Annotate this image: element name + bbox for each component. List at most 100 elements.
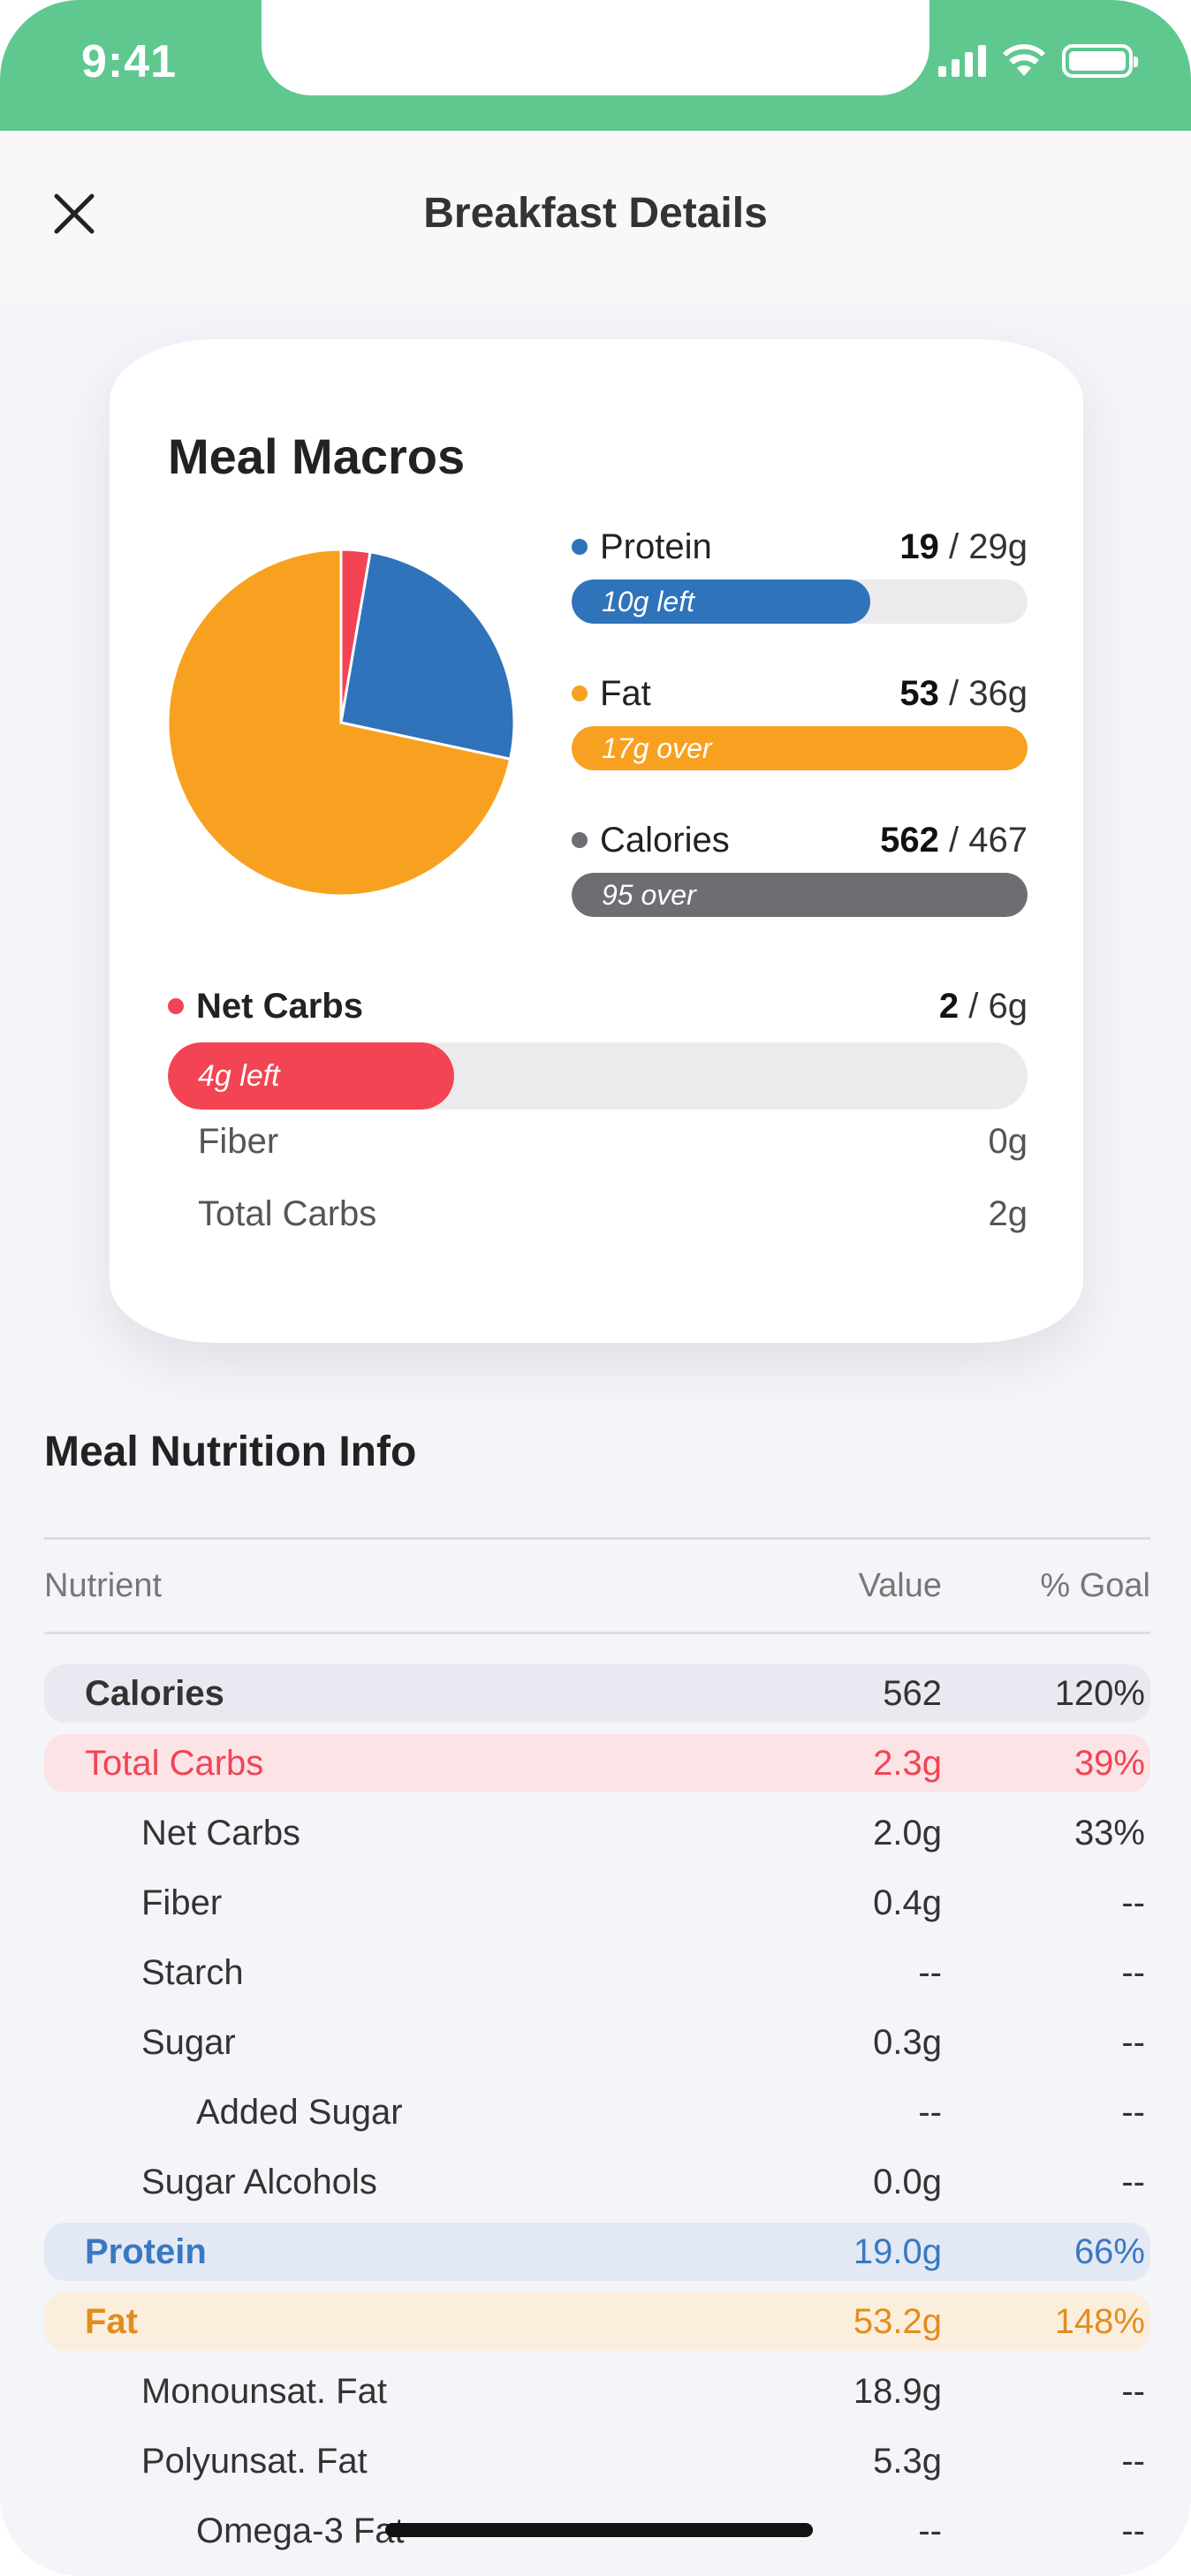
fat-bar: 17g over [572, 726, 1028, 770]
protein-bar-fill [572, 580, 870, 624]
table-row[interactable]: Calories 562 120% [44, 1664, 1150, 1723]
nutrient-name: Fat [85, 2301, 138, 2341]
nutrient-name: Protein [85, 2231, 207, 2271]
nutrient-name: Fiber [141, 1883, 223, 1922]
calories-dot [572, 832, 588, 848]
table-row[interactable]: Fat 53.2g 148% [44, 2292, 1150, 2351]
nutrition-section-title: Meal Nutrition Info [44, 1428, 417, 1475]
protein-label: Protein [600, 527, 712, 566]
notch [262, 0, 929, 95]
nutrient-name: Calories [85, 1673, 224, 1713]
header-value: Value [858, 1566, 942, 1604]
nutrient-value: 5.3g [873, 2441, 942, 2481]
wifi-icon [1003, 44, 1045, 76]
macro-row-net-carbs: Net Carbs 2 / 6g 4g left [168, 984, 1028, 1110]
nutrient-value: 0.0g [873, 2162, 942, 2201]
nutrient-name: Total Carbs [85, 1743, 264, 1783]
page-title: Breakfast Details [423, 190, 768, 237]
nutrient-value: 0.4g [873, 1883, 942, 1922]
macro-row-calories: Calories 562 / 467 95 over [572, 818, 1028, 917]
fat-value: 53 / 36g [899, 673, 1028, 713]
table-row[interactable]: Sugar Alcohols 0.0g -- [44, 2153, 1150, 2211]
table-row[interactable]: Net Carbs 2.0g 33% [44, 1804, 1150, 1862]
nutrient-name: Monounsat. Fat [141, 2371, 387, 2411]
header-nutrient: Nutrient [44, 1566, 163, 1604]
total-carbs-value: 2g [988, 1194, 1028, 1233]
nutrient-goal-pct: 66% [1073, 2231, 1145, 2271]
nutrient-goal-pct: 33% [1073, 1813, 1145, 1852]
nutrient-goal-pct: -- [1121, 2441, 1145, 2481]
fat-bar-text: 17g over [602, 732, 712, 764]
table-row[interactable]: Starch -- -- [44, 1943, 1150, 2002]
status-time: 9:41 [81, 36, 178, 87]
table-row[interactable]: Monounsat. Fat 18.9g -- [44, 2362, 1150, 2421]
net-carbs-bar: 4g left [168, 1042, 1028, 1110]
protein-bar: 10g left [572, 580, 1028, 624]
close-icon [54, 193, 95, 234]
table-header-divider [44, 1632, 1150, 1634]
fat-dot [572, 686, 588, 701]
protein-value: 19 / 29g [899, 527, 1028, 566]
home-indicator[interactable] [385, 2523, 813, 2537]
nutrient-goal-pct: -- [1121, 1952, 1145, 1992]
nutrient-value: 19.0g [853, 2231, 942, 2271]
status-icons [938, 44, 1138, 78]
table-top-divider [44, 1537, 1150, 1540]
fat-name: Fat [572, 674, 651, 714]
meal-macros-card: Meal Macros Protein 19 / 29g 10g left Fa… [110, 339, 1083, 1343]
nutrient-name: Starch [141, 1952, 244, 1992]
pie-slice-protein [339, 550, 516, 761]
fiber-value: 0g [988, 1122, 1028, 1161]
table-row[interactable]: Protein 19.0g 66% [44, 2223, 1150, 2281]
net-carbs-bar-text: 4g left [198, 1059, 280, 1093]
net-carbs-bar-fill [168, 1042, 454, 1110]
nutrient-goal-pct: 148% [1054, 2301, 1145, 2341]
nutrient-goal-pct: -- [1121, 2371, 1145, 2411]
table-header: Nutrient Value % Goal [44, 1540, 1150, 1632]
nutrient-name: Sugar [141, 2022, 236, 2062]
nutrient-value: 2.0g [873, 1813, 942, 1852]
calories-value: 562 / 467 [880, 820, 1028, 860]
battery-icon [1062, 44, 1138, 78]
table-row[interactable]: Sugar 0.3g -- [44, 2013, 1150, 2072]
table-row[interactable]: Added Sugar -- -- [44, 2083, 1150, 2141]
nutrient-goal-pct: -- [1121, 2511, 1145, 2550]
table-row[interactable]: Total Carbs 2.3g 39% [44, 1734, 1150, 1792]
net-carbs-name: Net Carbs [168, 987, 363, 1027]
protein-bar-text: 10g left [602, 586, 694, 617]
calories-name: Calories [572, 821, 730, 860]
status-bar: 9:41 [0, 0, 1191, 131]
calories-bar-text: 95 over [602, 879, 696, 911]
nutrient-value: 0.3g [873, 2022, 942, 2062]
nutrient-name: Omega-3 Fat [196, 2511, 405, 2550]
nutrient-goal-pct: -- [1121, 1883, 1145, 1922]
fat-bar-fill [572, 726, 1028, 770]
fiber-row: Fiber 0g [198, 1122, 1028, 1162]
nutrition-rows: Calories 562 120% Total Carbs 2.3g 39% N… [44, 1664, 1150, 2560]
total-carbs-row: Total Carbs 2g [198, 1194, 1028, 1234]
nutrient-name: Polyunsat. Fat [141, 2441, 368, 2481]
table-row[interactable]: Omega-3 Fat -- -- [44, 2502, 1150, 2560]
nutrient-value: 2.3g [873, 1743, 942, 1783]
header-goal: % Goal [1040, 1566, 1150, 1604]
protein-name: Protein [572, 527, 712, 567]
net-carbs-value: 2 / 6g [938, 986, 1028, 1026]
nutrient-goal-pct: 120% [1054, 1673, 1145, 1713]
fat-label: Fat [600, 673, 651, 713]
header: Breakfast Details [0, 131, 1191, 304]
table-row[interactable]: Fiber 0.4g -- [44, 1874, 1150, 1932]
table-row[interactable]: Polyunsat. Fat 5.3g -- [44, 2432, 1150, 2490]
close-button[interactable] [49, 189, 99, 239]
macro-row-fat: Fat 53 / 36g 17g over [572, 671, 1028, 770]
cellular-signal-icon [938, 45, 986, 77]
card-title: Meal Macros [168, 428, 466, 484]
nutrient-name: Added Sugar [196, 2092, 403, 2132]
nutrient-goal-pct: -- [1121, 2162, 1145, 2201]
nutrient-value: 562 [883, 1673, 942, 1713]
nutrient-value: 18.9g [853, 2371, 942, 2411]
nutrient-goal-pct: 39% [1073, 1743, 1145, 1783]
calories-bar: 95 over [572, 873, 1028, 917]
fiber-label: Fiber [198, 1122, 279, 1161]
nutrient-value: -- [918, 2511, 942, 2550]
